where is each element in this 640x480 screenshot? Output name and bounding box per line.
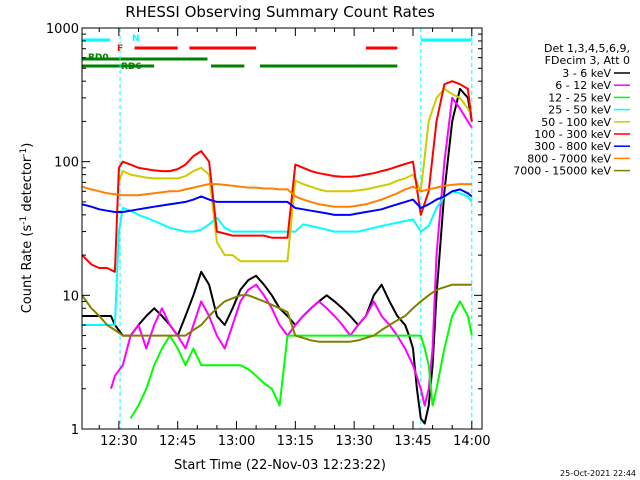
flag-label-n: N xyxy=(132,34,140,44)
y-axis-label-sup-2: -1 xyxy=(19,148,29,157)
series-line-7 xyxy=(81,183,472,208)
x-tick-label: 12:30 xyxy=(100,434,137,449)
series-line-5 xyxy=(81,80,473,273)
series-line-6 xyxy=(81,188,473,216)
x-tick-label: 14:00 xyxy=(453,434,490,449)
series-line-1 xyxy=(110,96,473,407)
y-axis-label-tail: ) xyxy=(20,143,35,148)
legend-entry-label: 12 - 25 keV xyxy=(548,91,611,104)
x-tick-label: 13:00 xyxy=(218,434,255,449)
footer-timestamp: 25-Oct-2021 22:44 xyxy=(560,469,636,478)
series-line-3 xyxy=(82,190,473,326)
x-tick-label: 13:30 xyxy=(335,434,372,449)
y-axis-label-sup-1: -1 xyxy=(19,216,29,225)
y-axis-label-mid: detector xyxy=(20,156,35,216)
y-tick-label: 1 xyxy=(71,423,79,438)
y-tick-label: 1000 xyxy=(46,22,79,37)
flag-bars: NFRD0RD6 xyxy=(82,34,472,72)
series-line-8 xyxy=(81,283,472,343)
legend: Det 1,3,4,5,6,9, FDecim 3, Att 0 3 - 6 k… xyxy=(513,42,630,178)
legend-entry-label: 25 - 50 keV xyxy=(548,104,611,117)
series-group xyxy=(81,80,473,425)
legend-entry-label: 6 - 12 keV xyxy=(555,79,611,92)
y-tick-label: 100 xyxy=(54,156,79,171)
cyan-vertical-lines xyxy=(119,28,473,429)
legend-entry-label: 800 - 7000 keV xyxy=(527,152,611,165)
y-axis-ticks: 1 10 100 1000 xyxy=(46,22,482,438)
legend-entry-label: 300 - 800 keV xyxy=(534,140,611,153)
legend-header-line-1: Det 1,3,4,5,6,9, xyxy=(544,42,630,55)
legend-entry-label: 7000 - 15000 keV xyxy=(513,165,611,178)
legend-entry-label: 100 - 300 keV xyxy=(534,128,611,141)
x-axis-label: Start Time (22-Nov-03 12:23:22) xyxy=(174,458,386,473)
x-tick-label: 13:45 xyxy=(394,434,431,449)
flag-label-rd6: RD6 xyxy=(121,62,142,72)
series-line-2 xyxy=(129,300,473,419)
legend-entry-label: 3 - 6 keV xyxy=(562,67,611,80)
legend-entry-label: 50 - 100 keV xyxy=(541,116,611,129)
x-tick-label: 12:45 xyxy=(159,434,196,449)
y-tick-label: 10 xyxy=(62,289,79,304)
chart-title: RHESSI Observing Summary Count Rates xyxy=(125,3,435,21)
y-axis-label: Count Rate (s-1 detector-1) xyxy=(19,143,35,314)
legend-header-line-2: FDecim 3, Att 0 xyxy=(545,54,630,67)
y-axis-label-main: Count Rate (s xyxy=(20,225,35,314)
x-axis-ticks: 12:30 12:45 13:00 13:15 13:30 13:45 14:00 xyxy=(98,28,491,449)
flag-label-rd0: RD0 xyxy=(88,53,109,63)
x-tick-label: 13:15 xyxy=(277,434,314,449)
plot-frame xyxy=(81,27,483,430)
